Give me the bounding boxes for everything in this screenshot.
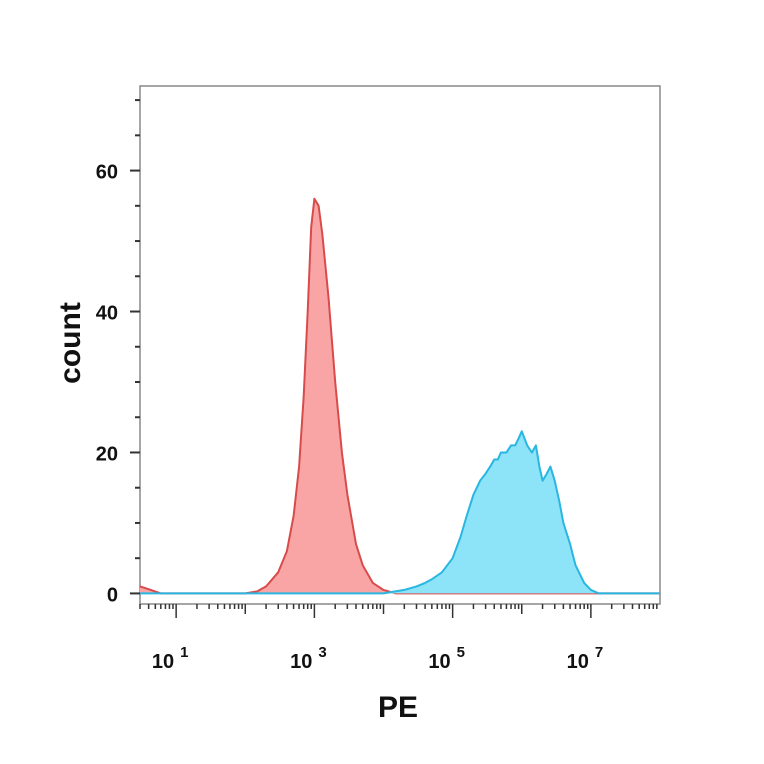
x-axis-title: PE (378, 691, 418, 724)
y-tick-label: 0 (107, 584, 118, 606)
x-axis: 10 1 10 3 10 5 10 7 (139, 604, 658, 673)
x-tick-label: 10 5 (428, 644, 465, 673)
y-tick-label: 60 (96, 162, 118, 184)
y-axis-title: count (54, 302, 87, 384)
y-tick-label: 40 (96, 303, 118, 325)
series-2-line (140, 430, 660, 595)
x-tick-label: 10 3 (290, 644, 327, 673)
y-tick-label: 20 (96, 443, 118, 465)
y-axis: 0 20 40 60 (96, 99, 140, 606)
plot-frame (139, 85, 661, 605)
x-tick-label: 10 7 (567, 644, 604, 673)
series-2-area (140, 431, 660, 594)
x-tick-label: 10 1 (152, 644, 189, 673)
series-layer (139, 197, 660, 595)
